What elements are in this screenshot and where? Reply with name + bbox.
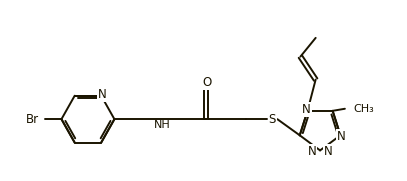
Text: N: N (324, 145, 333, 158)
Text: N: N (98, 88, 107, 101)
Text: Br: Br (26, 113, 39, 126)
Text: N: N (308, 145, 316, 158)
Text: NH: NH (154, 120, 171, 131)
Text: S: S (269, 113, 276, 126)
Text: O: O (202, 76, 212, 89)
Text: N: N (337, 130, 346, 143)
Text: N: N (302, 103, 311, 116)
Text: CH₃: CH₃ (353, 104, 374, 114)
